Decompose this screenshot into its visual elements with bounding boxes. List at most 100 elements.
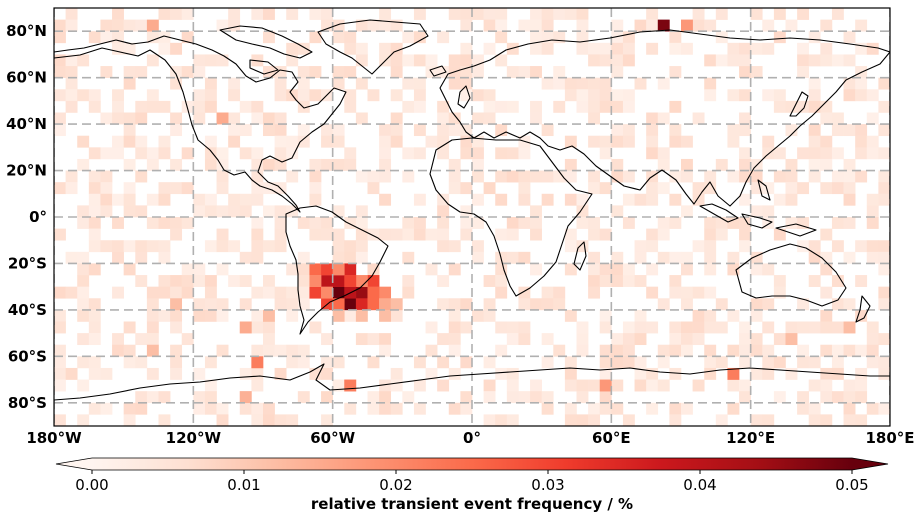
heatmap-cell — [402, 217, 415, 229]
heatmap-cell — [622, 42, 635, 55]
heatmap-cell — [878, 147, 890, 160]
heatmap-cell — [588, 263, 601, 276]
heatmap-cell — [530, 205, 542, 218]
heatmap-cell — [715, 321, 728, 334]
heatmap-cell — [518, 251, 531, 264]
heatmap-cell — [204, 309, 217, 322]
heatmap-cell — [437, 112, 450, 125]
heatmap-cell — [553, 170, 566, 183]
heatmap-cell — [704, 321, 717, 334]
heatmap-cell — [576, 193, 589, 206]
heatmap-cell — [321, 228, 333, 241]
heatmap-cell — [495, 414, 508, 426]
heatmap-cell — [530, 263, 542, 276]
heatmap-cell — [588, 182, 601, 195]
heatmap-cell — [309, 31, 322, 44]
heatmap-cell — [437, 379, 450, 392]
heatmap-cell — [216, 19, 229, 32]
heatmap-cell — [820, 42, 833, 55]
heatmap-cell — [135, 112, 148, 125]
heatmap-cell — [495, 124, 508, 137]
heatmap-cell — [88, 356, 101, 369]
heatmap-cell — [773, 170, 786, 183]
heatmap-cell — [704, 309, 717, 322]
heatmap-cell — [170, 344, 183, 357]
heatmap-cell — [831, 182, 844, 195]
heatmap-cell — [727, 54, 740, 67]
heatmap-cell — [460, 228, 473, 241]
coast-madagascar — [573, 241, 587, 271]
heatmap-cell — [739, 321, 751, 334]
heatmap-cell — [681, 286, 693, 299]
heatmap-cell — [448, 8, 461, 20]
heatmap-cell — [599, 367, 612, 380]
heatmap-cell — [54, 321, 66, 334]
lat-tick-label: 20°S — [8, 254, 47, 272]
heatmap-cell — [204, 54, 217, 67]
heatmap-cell — [611, 379, 624, 392]
heatmap-cell — [437, 217, 450, 229]
heatmap-cell — [669, 193, 682, 206]
heatmap-cell — [355, 217, 368, 229]
heatmap-cell — [692, 286, 705, 299]
heatmap-cell — [402, 275, 415, 287]
heatmap-cell — [855, 391, 868, 404]
heatmap-cell — [599, 54, 612, 67]
heatmap-cell — [866, 147, 879, 160]
heatmap-cell — [402, 286, 415, 299]
heatmap-cell — [88, 205, 101, 218]
colorbar-bar — [92, 458, 852, 470]
heatmap-cell — [251, 367, 264, 380]
heatmap-cell — [170, 321, 183, 334]
heatmap-cell — [518, 217, 531, 229]
heatmap-cell — [204, 402, 217, 415]
heatmap-cell — [367, 182, 380, 195]
heatmap-cell — [495, 31, 508, 44]
heatmap-cell — [646, 402, 659, 415]
heatmap-cell — [332, 251, 345, 264]
heatmap-cell — [112, 112, 124, 125]
heatmap-cell — [100, 193, 113, 206]
heatmap-cell — [541, 356, 554, 369]
heatmap-cell — [750, 66, 763, 78]
heatmap-cell — [344, 42, 357, 55]
heatmap-cell — [123, 42, 136, 55]
heatmap-cell — [344, 100, 357, 113]
heatmap-cell — [297, 356, 310, 369]
heatmap-cell — [773, 31, 786, 44]
heatmap-cell — [309, 367, 322, 380]
longitude-tick-labels: 180°W 120°W 60°W 0° 60°E 120°E 180°E — [26, 429, 914, 447]
heatmap-hotspot-cell — [355, 298, 368, 311]
heatmap-cell — [611, 124, 624, 137]
heatmap-cell — [704, 89, 717, 102]
heatmap-cell — [622, 333, 635, 346]
heatmap-cell — [251, 170, 264, 183]
heatmap-hotspot-cell — [355, 275, 368, 287]
heatmap-cell — [437, 147, 450, 160]
heatmap-cell — [193, 402, 206, 415]
heatmap-cell — [727, 89, 740, 102]
lon-tick-label: 60°E — [592, 429, 631, 447]
heatmap-cell — [286, 286, 299, 299]
heatmap-cell — [739, 170, 751, 183]
heatmap-cell — [878, 240, 890, 253]
heatmap-cell — [135, 240, 148, 253]
heatmap-cell — [762, 367, 775, 380]
heatmap-cell — [564, 228, 577, 241]
heatmap-cell — [750, 170, 763, 183]
heatmap-cell — [588, 77, 601, 90]
heatmap-cell — [820, 158, 833, 171]
heatmap-cell — [820, 379, 833, 392]
heatmap-cell — [622, 89, 635, 102]
heatmap-cell — [54, 344, 66, 357]
heatmap-cell — [460, 356, 473, 369]
heatmap-cell — [193, 193, 206, 206]
heatmap-cell — [495, 54, 508, 67]
colorbar-tick-label: 0.01 — [227, 476, 260, 494]
heatmap-cell — [193, 263, 206, 276]
heatmap-cell — [669, 402, 682, 415]
heatmap-cell — [739, 333, 751, 346]
heatmap-cell — [239, 205, 252, 218]
heatmap-cell — [762, 135, 775, 148]
heatmap-cell — [739, 54, 751, 67]
